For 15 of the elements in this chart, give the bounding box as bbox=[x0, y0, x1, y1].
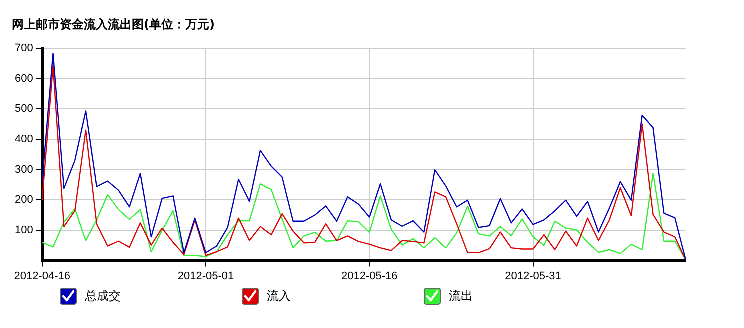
chart-title: 网上邮市资金流入流出图(单位：万元) bbox=[12, 17, 215, 32]
x-tick-label: 2012-05-31 bbox=[505, 270, 562, 282]
y-tick-label: 700 bbox=[14, 42, 34, 54]
x-tick-label: 2012-05-01 bbox=[178, 270, 234, 282]
y-tick-label: 400 bbox=[14, 133, 34, 146]
legend-label: 流入 bbox=[267, 288, 291, 305]
y-tick-label: 600 bbox=[14, 72, 34, 85]
y-tick-label: 200 bbox=[14, 194, 34, 206]
x-tick-label: 2012-05-16 bbox=[341, 270, 398, 282]
x-tick-label: 2012-04-16 bbox=[14, 270, 70, 282]
y-tick-label: 100 bbox=[14, 224, 34, 236]
y-tick-label: 500 bbox=[14, 103, 34, 116]
legend-label: 总成交 bbox=[85, 288, 121, 305]
y-tick-label: 300 bbox=[14, 164, 34, 176]
legend-label: 流出 bbox=[449, 288, 473, 305]
